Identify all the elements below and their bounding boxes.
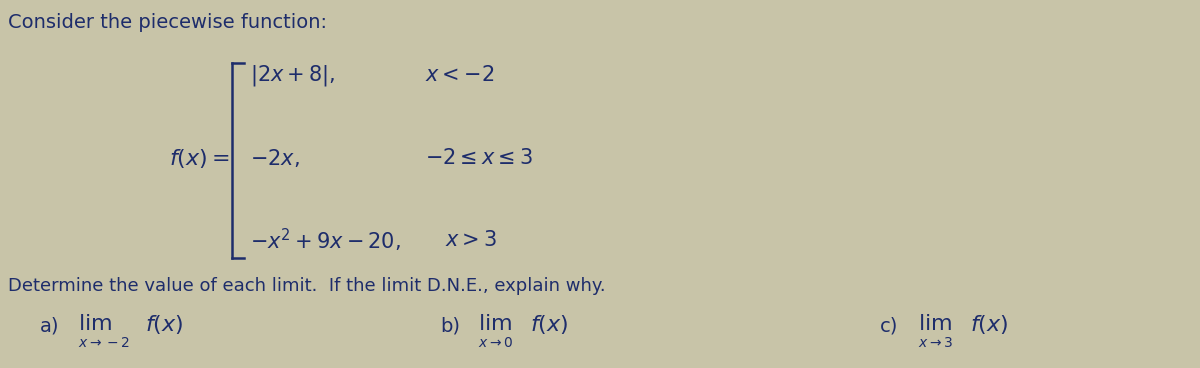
Text: $f(x)$: $f(x)$ <box>530 312 569 336</box>
Text: b): b) <box>440 316 460 336</box>
Text: $-2x,$: $-2x,$ <box>250 147 300 169</box>
Text: $x\rightarrow 3$: $x\rightarrow 3$ <box>918 336 953 350</box>
Text: $\lim$: $\lim$ <box>78 314 112 334</box>
Text: $\lim$: $\lim$ <box>478 314 512 334</box>
Text: $|2x+8|,$: $|2x+8|,$ <box>250 63 335 88</box>
Text: c): c) <box>880 316 899 336</box>
Text: $f(x)=$: $f(x)=$ <box>169 146 230 170</box>
Text: $\lim$: $\lim$ <box>918 314 952 334</box>
Text: $x < -2$: $x < -2$ <box>425 65 494 85</box>
Text: $x > 3$: $x > 3$ <box>445 230 497 250</box>
Text: Consider the piecewise function:: Consider the piecewise function: <box>8 13 326 32</box>
Text: a): a) <box>40 316 60 336</box>
Text: $f(x)$: $f(x)$ <box>970 312 1008 336</box>
Text: $-x^2+9x-20,$: $-x^2+9x-20,$ <box>250 226 401 254</box>
Text: $x\rightarrow 0$: $x\rightarrow 0$ <box>478 336 514 350</box>
Text: $f(x)$: $f(x)$ <box>145 312 184 336</box>
Text: $x\rightarrow -2$: $x\rightarrow -2$ <box>78 336 130 350</box>
Text: $-2 \leq x \leq 3$: $-2 \leq x \leq 3$ <box>425 148 533 168</box>
Text: Determine the value of each limit.  If the limit D.N.E., explain why.: Determine the value of each limit. If th… <box>8 277 606 295</box>
